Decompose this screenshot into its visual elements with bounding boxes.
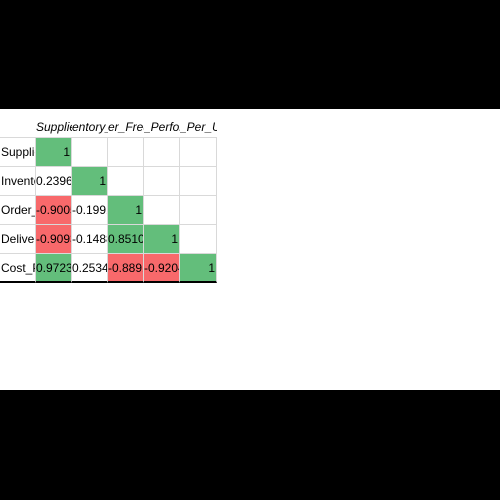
table-cell[interactable]: 1 bbox=[180, 254, 217, 283]
corner-cell bbox=[0, 116, 36, 138]
row-label[interactable]: Supplier_L bbox=[0, 138, 36, 167]
column-header[interactable]: er_Frequency bbox=[108, 116, 144, 138]
table-cell[interactable]: -0.92049 bbox=[144, 254, 180, 283]
correlation-matrix: Supplier_Lead entory_Level er_Frequency … bbox=[0, 116, 217, 283]
table-cell[interactable]: 1 bbox=[72, 167, 108, 196]
column-header[interactable]: entory_Level bbox=[72, 116, 108, 138]
column-header[interactable]: Supplier_Lead bbox=[36, 116, 72, 138]
table-cell[interactable]: -0.14885 bbox=[72, 225, 108, 254]
table-cell[interactable] bbox=[144, 196, 180, 225]
table-cell[interactable] bbox=[144, 167, 180, 196]
table-cell[interactable] bbox=[180, 225, 217, 254]
table-row: Delivery_P -0.90935 -0.14885 0.851013 1 bbox=[0, 225, 217, 254]
table-cell[interactable]: -0.90935 bbox=[36, 225, 72, 254]
table-cell[interactable]: 0.239633 bbox=[36, 167, 72, 196]
table-cell[interactable] bbox=[108, 138, 144, 167]
table-cell[interactable] bbox=[72, 138, 108, 167]
table-cell[interactable]: 0.253499 bbox=[72, 254, 108, 283]
table-cell[interactable] bbox=[180, 138, 217, 167]
table-cell[interactable]: -0.88916 bbox=[108, 254, 144, 283]
table-cell[interactable]: -0.90056 bbox=[36, 196, 72, 225]
table-cell[interactable]: 0.851013 bbox=[108, 225, 144, 254]
row-label[interactable]: Delivery_P bbox=[0, 225, 36, 254]
row-label[interactable]: Inventory_ bbox=[0, 167, 36, 196]
table-cell[interactable]: 1 bbox=[144, 225, 180, 254]
table-cell[interactable] bbox=[180, 196, 217, 225]
spreadsheet-canvas: Supplier_Lead entory_Level er_Frequency … bbox=[0, 109, 500, 390]
row-label[interactable]: Order_Fre bbox=[0, 196, 36, 225]
column-header[interactable]: _Per_Un bbox=[180, 116, 217, 138]
table-cell[interactable] bbox=[144, 138, 180, 167]
table-row: Supplier_L 1 bbox=[0, 138, 217, 167]
table-cell[interactable]: 1 bbox=[108, 196, 144, 225]
table-row: Cost_Per_ 0.972386 0.253499 -0.88916 -0.… bbox=[0, 254, 217, 283]
table-cell[interactable] bbox=[108, 167, 144, 196]
column-header[interactable]: _Performst bbox=[144, 116, 180, 138]
table-row: Inventory_ 0.239633 1 bbox=[0, 167, 217, 196]
table-cell[interactable]: 0.972386 bbox=[36, 254, 72, 283]
table-cell[interactable] bbox=[180, 167, 217, 196]
header-row: Supplier_Lead entory_Level er_Frequency … bbox=[0, 116, 217, 138]
row-label[interactable]: Cost_Per_ bbox=[0, 254, 36, 283]
table-cell[interactable]: 1 bbox=[36, 138, 72, 167]
